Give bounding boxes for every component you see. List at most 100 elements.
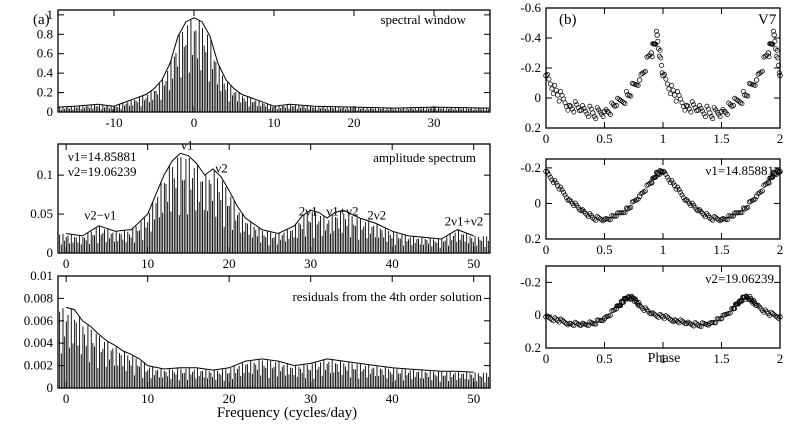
- data-point: [772, 38, 778, 44]
- panel-title: spectral window: [380, 12, 466, 27]
- x-tick-label: 0: [63, 391, 70, 406]
- data-point: [724, 217, 730, 223]
- x-axis-title-phase: Phase: [648, 351, 681, 366]
- x-tick-label: 10: [268, 115, 281, 130]
- data-point: [654, 32, 660, 38]
- data-point: [770, 28, 776, 34]
- peak-label: ν1: [181, 137, 193, 152]
- data-point: [682, 197, 688, 203]
- data-point: [635, 196, 641, 202]
- y-tick-label: 0.2: [525, 231, 541, 246]
- y-tick-label: 0.002: [24, 358, 53, 373]
- data-point: [571, 203, 577, 209]
- panel-phase_all: 0 0.5 1 1.5 20.20-0.2-0.4-0.6: [520, 0, 783, 146]
- data-point: [771, 312, 777, 318]
- data-point: [577, 108, 583, 114]
- data-point: [739, 101, 745, 107]
- panel-b-label: (b): [559, 12, 577, 28]
- data-point: [600, 218, 606, 224]
- data-point: [723, 110, 729, 116]
- data-point: [561, 189, 567, 195]
- data-point: [666, 86, 672, 92]
- y-tick-label: 0.01: [30, 268, 53, 283]
- data-point: [659, 62, 664, 68]
- data-point: [692, 105, 698, 111]
- data-point: [628, 93, 634, 99]
- data-point: [694, 321, 700, 327]
- panel-title: amplitude spectrum: [373, 150, 476, 165]
- panel-title: ν1=14.85881: [706, 163, 774, 178]
- data-point: [635, 302, 641, 308]
- x-tick-label: 30: [428, 115, 441, 130]
- data-point: [591, 216, 597, 222]
- data-point: [645, 53, 651, 59]
- data-point: [773, 313, 779, 319]
- data-point: [702, 214, 708, 220]
- data-point: [762, 53, 768, 59]
- data-point: [662, 169, 667, 175]
- data-point: [664, 81, 670, 87]
- data-point: [564, 195, 569, 201]
- data-point: [636, 300, 642, 306]
- data-point: [663, 76, 669, 82]
- data-point: [689, 99, 695, 105]
- data-point: [669, 82, 675, 88]
- peak-label: 2ν1+ν2: [445, 214, 484, 229]
- y-tick-label: -0.2: [520, 274, 541, 289]
- y-tick-label: 0.2: [37, 85, 53, 100]
- y-tick-label: 0.2: [525, 340, 541, 355]
- x-tick-label: 0: [543, 131, 550, 146]
- data-point: [553, 180, 559, 186]
- y-tick-label: 1: [47, 7, 54, 22]
- data-point: [643, 68, 648, 74]
- x-tick-label: 1: [660, 351, 667, 366]
- data-point: [643, 188, 648, 194]
- data-point: [776, 62, 781, 68]
- peak-label: 2ν2: [367, 207, 386, 222]
- data-point: [705, 322, 711, 328]
- data-point: [606, 110, 612, 116]
- data-point: [717, 218, 723, 224]
- data-point: [740, 89, 746, 94]
- x-tick-label: 0: [543, 351, 550, 366]
- data-point: [649, 180, 655, 186]
- data-point: [571, 109, 577, 115]
- data-point: [612, 213, 618, 219]
- data-point: [774, 48, 780, 53]
- data-point: [569, 322, 575, 328]
- data-point: [775, 168, 781, 174]
- data-point: [657, 311, 663, 317]
- peak-label: ν1+ν2: [326, 204, 358, 219]
- x-tick-label: 1: [660, 242, 667, 257]
- data-point: [776, 70, 782, 76]
- data-point: [647, 181, 653, 186]
- data-point: [565, 197, 571, 203]
- data-point: [575, 105, 581, 111]
- data-point: [697, 103, 703, 109]
- x-tick-label: 2: [777, 131, 784, 146]
- data-point: [546, 76, 552, 82]
- data-lines: [58, 152, 490, 253]
- data-point: [550, 91, 556, 97]
- data-point: [681, 195, 686, 201]
- data-point: [588, 319, 594, 325]
- data-point: [685, 103, 691, 109]
- data-point: [738, 100, 743, 105]
- data-point: [599, 217, 605, 223]
- data-point: [686, 106, 692, 112]
- data-point: [770, 174, 776, 180]
- data-point: [585, 114, 591, 120]
- x-tick-label: 0.5: [596, 242, 612, 257]
- data-point: [717, 316, 723, 322]
- x-tick-label: 0.5: [596, 131, 612, 146]
- data-point: [721, 108, 727, 114]
- peak-label: ν2: [215, 161, 227, 176]
- data-point: [561, 318, 567, 324]
- data-point: [717, 114, 723, 119]
- x-tick-label: 40: [386, 256, 399, 271]
- data-point: [694, 108, 700, 114]
- data-point: [621, 210, 626, 216]
- data-point: [688, 203, 694, 209]
- y-tick-label: 0: [535, 307, 542, 322]
- spectrum-envelope: [66, 152, 474, 240]
